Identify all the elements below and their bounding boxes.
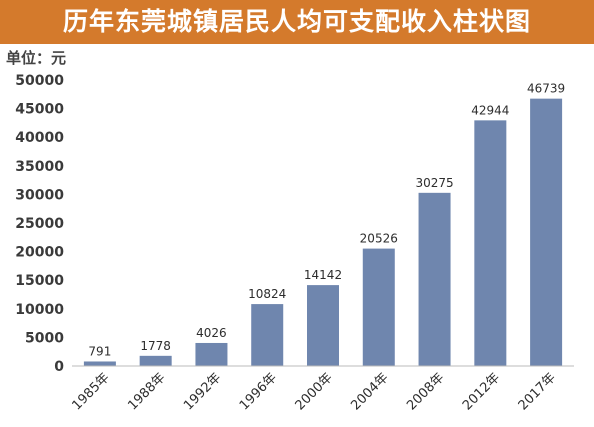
y-tick-label: 20000 bbox=[15, 245, 64, 261]
x-axis: 1985年 1988年 1992年 1996年 2000年 2004年 2008年 2012年… bbox=[70, 370, 559, 413]
data-label: 10824 bbox=[248, 287, 286, 301]
bar bbox=[83, 361, 116, 366]
y-tick-label: 35000 bbox=[15, 159, 64, 175]
x-tick-label: 2000年 bbox=[293, 370, 336, 413]
bar bbox=[362, 248, 395, 366]
x-tick-label: 2012年 bbox=[460, 370, 503, 413]
x-tick-label: 2004年 bbox=[348, 370, 391, 413]
y-tick-label: 0 bbox=[54, 359, 64, 375]
data-label: 30275 bbox=[415, 176, 453, 190]
y-axis: 0 5000 10000 15000 20000 25000 30000 35000 40000… bbox=[15, 73, 64, 375]
x-tick-label: 1988年 bbox=[125, 370, 168, 413]
data-label: 14142 bbox=[304, 268, 342, 282]
x-tick-label: 1996年 bbox=[237, 370, 280, 413]
bar bbox=[139, 355, 172, 366]
unit-label: 单位：元 bbox=[6, 49, 67, 67]
data-label: 791 bbox=[88, 344, 111, 358]
y-tick-label: 15000 bbox=[15, 273, 64, 289]
bar bbox=[530, 98, 563, 366]
bar bbox=[474, 120, 507, 366]
data-label: 20526 bbox=[360, 232, 398, 246]
chart-title: 历年东莞城镇居民人均可支配收入柱状图 bbox=[0, 0, 594, 44]
y-tick-label: 50000 bbox=[15, 73, 64, 89]
x-tick-label: 2008年 bbox=[404, 370, 447, 413]
bar bbox=[251, 304, 284, 366]
y-tick-label: 10000 bbox=[15, 302, 64, 318]
bar bbox=[195, 342, 228, 366]
y-tick-label: 25000 bbox=[15, 216, 64, 232]
data-label: 4026 bbox=[196, 326, 227, 340]
x-tick-label: 2017年 bbox=[516, 370, 559, 413]
x-tick-label: 1992年 bbox=[181, 370, 224, 413]
y-tick-label: 40000 bbox=[15, 130, 64, 146]
x-tick-label: 1985年 bbox=[70, 370, 113, 413]
y-tick-label: 45000 bbox=[15, 102, 64, 118]
data-label: 46739 bbox=[527, 82, 565, 96]
bar bbox=[307, 285, 339, 366]
data-label: 1778 bbox=[140, 339, 171, 353]
y-tick-label: 5000 bbox=[25, 330, 64, 346]
y-tick-label: 30000 bbox=[15, 187, 64, 203]
data-label: 42944 bbox=[471, 103, 509, 117]
bars-group: 791 1778 4026 10824 14142 20526 30275 42944 4673… bbox=[83, 82, 565, 366]
bar bbox=[418, 192, 451, 366]
